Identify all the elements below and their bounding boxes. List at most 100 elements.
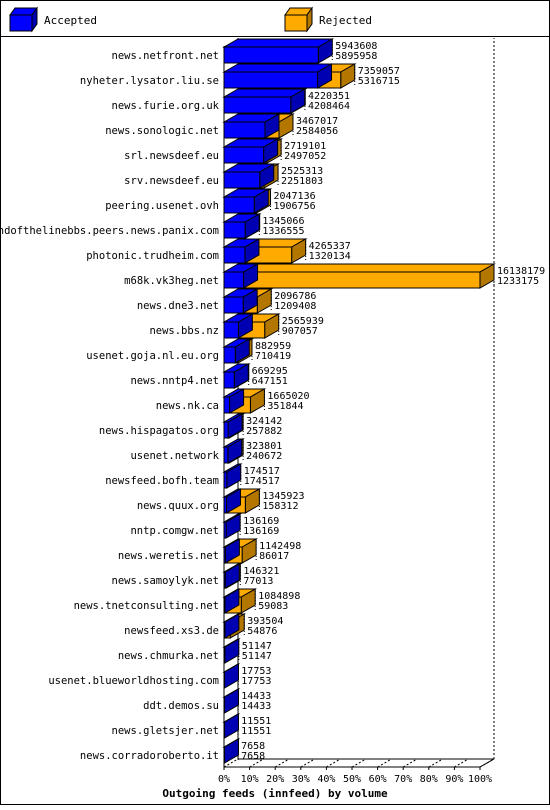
bar-accepted-12: [223, 346, 236, 364]
value-label-top-6: 2047136: [273, 191, 315, 202]
x-gridline-8: [428, 758, 444, 768]
value-label-top-15: 324142: [246, 416, 282, 427]
bar-accepted-13: [223, 371, 235, 389]
value-label-top-3: 3467017: [296, 116, 338, 127]
value-label-bottom-28: 7658: [241, 751, 265, 762]
x-tick-label-9: 90%: [445, 774, 463, 785]
bar-accepted-21-side: [224, 563, 240, 589]
legend-swatch-1: [284, 14, 308, 32]
value-label-top-22: 1084898: [258, 591, 300, 602]
x-gridline-10: [479, 758, 495, 768]
bar-accepted-25-side: [224, 663, 239, 689]
bar-accepted-26-side: [224, 688, 239, 714]
value-label-top-1: 7359057: [358, 66, 400, 77]
value-label-bottom-12: 710419: [255, 351, 291, 362]
value-label-bottom-16: 240672: [246, 451, 282, 462]
category-label-22: news.tnetconsulting.net: [74, 600, 219, 612]
value-label-bottom-20: 86017: [259, 551, 289, 562]
value-label-bottom-5: 2251803: [281, 176, 323, 187]
x-tick-label-2: 20%: [266, 774, 284, 785]
x-tick-label-7: 70%: [394, 774, 412, 785]
bar-accepted-28-side: [224, 738, 239, 764]
bar-accepted-1-top: [222, 63, 334, 73]
value-label-bottom-3: 2584056: [296, 126, 338, 137]
value-label-bottom-24: 51147: [242, 651, 272, 662]
x-gridline-4: [326, 758, 341, 768]
category-label-26: ddt.demos.su: [143, 700, 219, 712]
value-label-bottom-9: 1233175: [497, 276, 539, 287]
value-label-bottom-11: 907057: [282, 326, 318, 337]
category-label-27: news.gletsjer.net: [112, 725, 219, 737]
bar-accepted-4: [223, 146, 265, 164]
value-label-top-28: 7658: [241, 741, 265, 752]
category-label-21: news.samoylyk.net: [112, 575, 219, 587]
value-label-top-11: 2565939: [282, 316, 324, 327]
bar-accepted-16-side: [227, 438, 243, 464]
value-label-bottom-8: 1320134: [309, 251, 351, 262]
value-label-top-7: 1345066: [262, 216, 304, 227]
x-gridline-0: [223, 758, 239, 768]
legend-label-1: Rejected: [319, 14, 372, 27]
bar-accepted-2: [223, 96, 292, 114]
bar-accepted-17: [223, 471, 228, 489]
x-tick-label-6: 60%: [369, 774, 387, 785]
category-label-20: news.weretis.net: [118, 550, 219, 562]
category-label-15: news.hispagatos.org: [99, 425, 219, 437]
bar-accepted-10: [223, 296, 244, 314]
value-label-top-12: 882959: [255, 341, 291, 352]
category-label-10: news.dne3.net: [137, 300, 219, 312]
x-gridline-2: [274, 758, 290, 768]
value-label-top-2: 4220351: [308, 91, 350, 102]
category-label-0: news.netfront.net: [112, 50, 219, 62]
value-label-bottom-13: 647151: [252, 376, 288, 387]
category-label-18: news.quux.org: [137, 500, 219, 512]
value-label-bottom-19: 136169: [243, 526, 279, 537]
value-label-top-8: 4265337: [309, 241, 351, 252]
bar-accepted-21: [223, 571, 226, 589]
bar-accepted-20: [223, 546, 226, 564]
bar-rejected-9: [243, 271, 481, 289]
bar-accepted-24: [223, 646, 226, 664]
x-tick-label-5: 50%: [343, 774, 361, 785]
category-label-1: nyheter.lysator.liu.se: [80, 75, 219, 87]
x-tick-label-4: 40%: [317, 774, 335, 785]
value-label-bottom-21: 77013: [243, 576, 273, 587]
value-label-bottom-6: 1906756: [273, 201, 315, 212]
x-axis-title: Outgoing feeds (innfeed) by volume: [162, 787, 388, 800]
bar-rejected-9-top: [241, 263, 496, 273]
bar-accepted-1: [223, 71, 319, 89]
value-label-top-5: 2525313: [281, 166, 323, 177]
bar-accepted-6: [223, 196, 255, 214]
value-label-top-20: 1142498: [259, 541, 301, 552]
bar-accepted-19: [223, 521, 227, 539]
category-label-23: newsfeed.xs3.de: [124, 625, 219, 637]
value-label-bottom-27: 11551: [241, 726, 271, 737]
category-label-8: photonic.trudheim.com: [86, 250, 219, 262]
bar-accepted-22: [223, 596, 226, 614]
value-label-top-21: 146321: [243, 566, 279, 577]
value-label-top-25: 17753: [241, 666, 271, 677]
bar-accepted-15: [223, 421, 229, 439]
x-gridline-5: [351, 758, 367, 768]
legend-label-0: Accepted: [44, 14, 97, 27]
x-tick-label-3: 30%: [292, 774, 310, 785]
value-label-top-0: 5943608: [335, 41, 377, 52]
value-label-bottom-2: 4208464: [308, 101, 350, 112]
value-label-bottom-4: 2497052: [284, 151, 326, 162]
category-label-24: news.chmurka.net: [118, 650, 219, 662]
value-label-bottom-23: 54876: [247, 626, 277, 637]
category-label-17: newsfeed.bofh.team: [105, 475, 219, 487]
x-gridline-1: [249, 758, 264, 768]
value-label-top-23: 393504: [247, 616, 283, 627]
bar-accepted-15-side: [227, 413, 243, 439]
bar-accepted-9: [223, 271, 245, 289]
value-label-bottom-1: 5316715: [358, 76, 400, 87]
value-label-top-27: 11551: [241, 716, 271, 727]
value-label-bottom-25: 17753: [241, 676, 271, 687]
x-tick-label-8: 80%: [420, 774, 438, 785]
value-label-bottom-7: 1336555: [262, 226, 304, 237]
bar-accepted-8: [223, 246, 246, 264]
value-label-top-10: 2096786: [274, 291, 316, 302]
